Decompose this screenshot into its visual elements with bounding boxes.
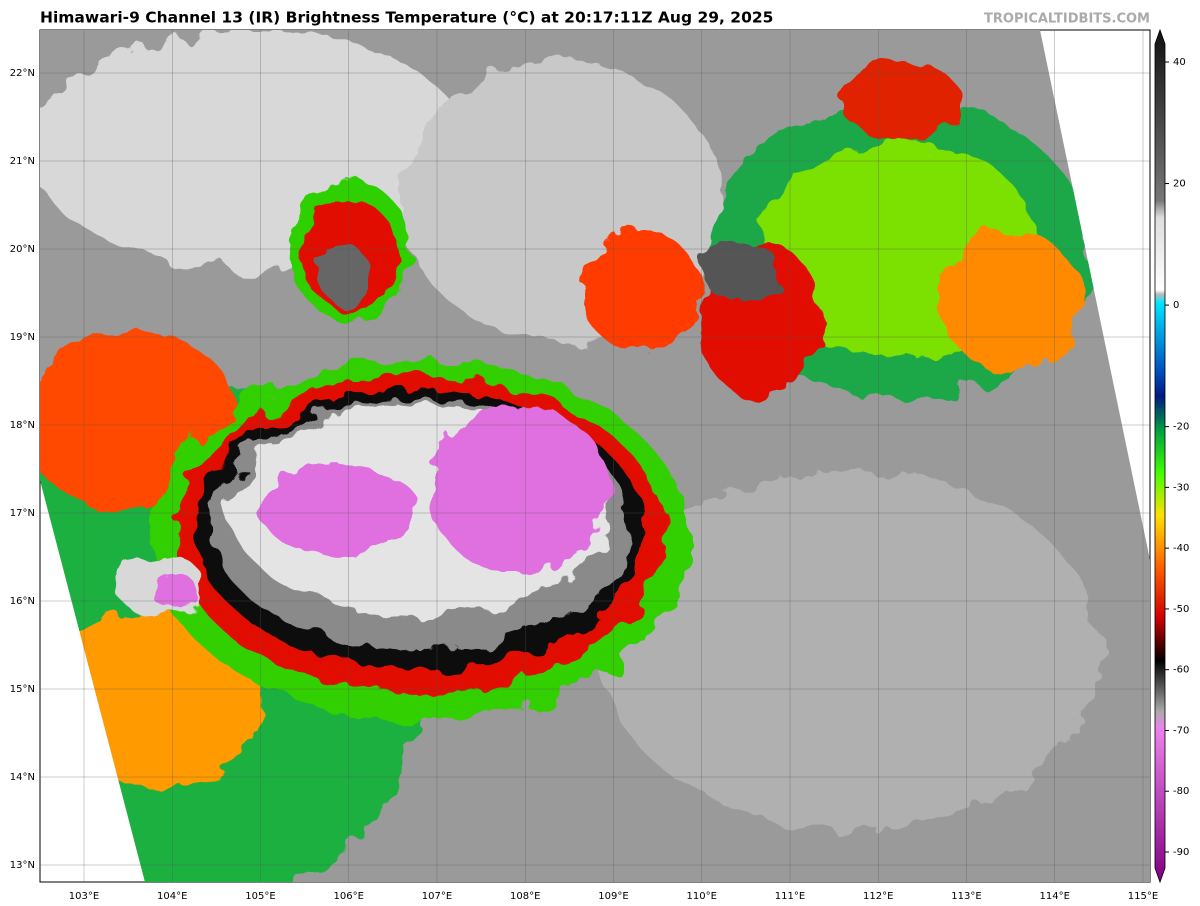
colorbar-tick-label: -20: [1173, 422, 1189, 433]
lon-tick-label: 110°E: [687, 891, 717, 902]
lat-tick-label: 15°N: [10, 684, 35, 695]
colorbar-tick-label: -50: [1173, 604, 1189, 615]
colorbar-tick-label: 0: [1173, 300, 1179, 311]
lat-tick-label: 19°N: [10, 332, 35, 343]
lon-tick-label: 103°E: [69, 891, 99, 902]
colorbar-tick-label: -90: [1173, 847, 1189, 858]
lon-tick-label: 115°E: [1128, 891, 1158, 902]
colorbar-tick-label: 40: [1173, 57, 1186, 68]
lon-tick-label: 109°E: [598, 891, 628, 902]
lon-tick-label: 105°E: [245, 891, 275, 902]
colorbar-ticks: 40 20 0 -20 -30 -40 -50 -60 -70 -80 -90: [1165, 57, 1189, 858]
lat-tick-label: 13°N: [10, 860, 35, 871]
lon-tick-label: 104°E: [157, 891, 187, 902]
lon-tick-label: 107°E: [422, 891, 452, 902]
colorbar: [1154, 28, 1166, 884]
lat-tick-label: 16°N: [10, 596, 35, 607]
lon-tick-label: 108°E: [510, 891, 540, 902]
title: Himawari-9 Channel 13 (IR) Brightness Te…: [40, 9, 773, 27]
lon-tick-label: 106°E: [334, 891, 364, 902]
colorbar-tick-label: -70: [1173, 725, 1189, 736]
lat-tick-label: 17°N: [10, 508, 35, 519]
watermark: TROPICALTIDBITS.COM: [984, 12, 1150, 27]
colorbar-tick-label: -60: [1173, 665, 1189, 676]
lat-tick-label: 20°N: [10, 244, 35, 255]
satellite-imagery: [40, 30, 1150, 882]
lat-tick-label: 22°N: [10, 68, 35, 79]
lat-tick-label: 21°N: [10, 156, 35, 167]
graticule: [40, 30, 1150, 882]
colorbar-tick-label: 20: [1173, 179, 1186, 190]
colorbar-tick-label: -40: [1173, 543, 1189, 554]
lon-tick-label: 113°E: [951, 891, 981, 902]
lon-tick-label: 114°E: [1040, 891, 1070, 902]
lon-tick-label: 111°E: [775, 891, 805, 902]
lat-tick-label: 14°N: [10, 772, 35, 783]
lat-tick-label: 18°N: [10, 420, 35, 431]
colorbar-tick-label: -30: [1173, 482, 1189, 493]
tick-labels: 103°E 104°E 105°E 106°E 107°E 108°E 109°E 110°E…: [10, 68, 1158, 902]
colorbar-tick-label: -80: [1173, 786, 1189, 797]
lon-tick-label: 112°E: [863, 891, 893, 902]
